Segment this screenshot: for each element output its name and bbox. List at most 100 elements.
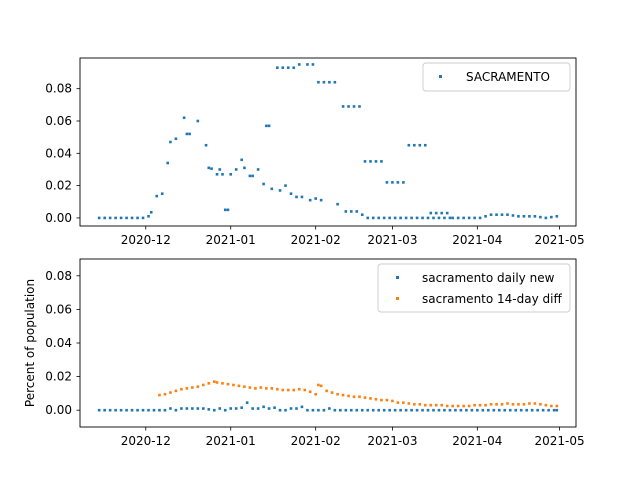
- data-point-sacramento-14-day-diff: [232, 383, 235, 387]
- data-point-sacramento-14-day-diff: [221, 382, 224, 385]
- data-point-sacramento-14-day-diff: [522, 403, 526, 406]
- data-point-sacramento-14-day-diff: [330, 391, 334, 394]
- data-point-sacramento: [276, 66, 279, 69]
- data-point-sacramento-daily-new: [339, 408, 342, 412]
- data-point-sacramento: [344, 210, 348, 213]
- data-point-sacramento-14-day-diff: [292, 388, 296, 392]
- data-point-sacramento: [363, 160, 367, 163]
- data-point-sacramento: [226, 208, 230, 212]
- data-point-sacramento: [429, 211, 433, 215]
- data-point-sacramento: [495, 213, 498, 216]
- y-tick-label: 0.04: [45, 336, 72, 350]
- data-point-sacramento-daily-new: [525, 408, 528, 412]
- data-point-sacramento: [440, 211, 444, 215]
- data-point-sacramento-14-day-diff: [325, 389, 328, 393]
- data-point-sacramento-14-day-diff: [319, 384, 323, 388]
- bottom-axes-frame: [79, 258, 577, 428]
- data-point-sacramento-daily-new: [218, 407, 222, 410]
- data-point-sacramento: [366, 216, 370, 220]
- data-point-sacramento: [426, 216, 430, 220]
- data-point-sacramento-14-day-diff: [429, 403, 433, 407]
- data-point-sacramento: [262, 182, 265, 186]
- data-point-sacramento: [506, 213, 509, 216]
- data-point-sacramento-14-day-diff: [317, 383, 320, 387]
- data-point-sacramento-14-day-diff: [191, 386, 194, 389]
- data-point-sacramento: [297, 63, 301, 66]
- x-tick-label: 2021-04: [452, 434, 502, 448]
- data-point-sacramento-daily-new: [191, 407, 194, 410]
- data-point-sacramento-14-day-diff: [495, 403, 498, 406]
- data-point-sacramento-daily-new: [267, 407, 271, 410]
- x-tick-label: 2021-03: [367, 434, 417, 448]
- data-point-sacramento-daily-new: [289, 407, 293, 410]
- data-point-sacramento-daily-new: [295, 407, 298, 410]
- data-point-sacramento-daily-new: [470, 408, 474, 412]
- data-point-sacramento: [240, 158, 243, 162]
- data-point-sacramento: [369, 160, 372, 163]
- data-point-sacramento: [528, 215, 531, 218]
- data-point-sacramento-daily-new: [125, 408, 128, 412]
- data-point-sacramento-daily-new: [371, 408, 375, 412]
- data-point-sacramento-14-day-diff: [445, 404, 449, 408]
- data-point-sacramento-daily-new: [212, 408, 216, 412]
- bottom-points: [97, 380, 559, 412]
- y-tick-label: 0.06: [45, 114, 72, 128]
- x-tick-label: 2021-01: [206, 434, 256, 448]
- data-point-sacramento: [391, 181, 394, 184]
- data-point-sacramento: [166, 161, 169, 165]
- data-point-sacramento: [119, 216, 123, 220]
- data-point-sacramento-daily-new: [300, 405, 304, 409]
- data-point-sacramento: [555, 215, 559, 218]
- data-point-sacramento-14-day-diff: [407, 402, 411, 405]
- bottom-ticks: 2020-12 2021-01 2021-02 2021-03 2021-04 2021-…: [45, 269, 584, 448]
- data-point-sacramento: [125, 216, 128, 220]
- data-point-sacramento: [155, 194, 159, 198]
- data-point-sacramento: [215, 173, 219, 176]
- data-point-sacramento: [182, 116, 186, 120]
- x-tick-label: 2021-02: [291, 434, 341, 448]
- data-point-sacramento-daily-new: [328, 407, 331, 410]
- data-point-sacramento-daily-new: [196, 407, 200, 410]
- data-point-sacramento-14-day-diff: [473, 403, 476, 407]
- top-legend-label-sacramento: SACRAMENTO: [466, 70, 550, 84]
- x-tick-label: 2020-12: [121, 434, 171, 448]
- data-point-sacramento: [114, 216, 117, 220]
- y-tick-label: 0.02: [45, 370, 72, 384]
- data-point-sacramento: [267, 124, 271, 128]
- data-point-sacramento-daily-new: [322, 408, 326, 412]
- data-point-sacramento: [377, 216, 380, 220]
- data-point-sacramento-daily-new: [262, 405, 265, 409]
- data-point-sacramento: [306, 63, 309, 66]
- data-point-sacramento-daily-new: [519, 408, 523, 412]
- data-point-sacramento-daily-new: [136, 408, 139, 412]
- x-tick-label: 2021-05: [534, 434, 584, 448]
- data-point-sacramento: [97, 216, 101, 220]
- data-point-sacramento: [103, 216, 106, 220]
- bottom-y-axis-label: Percent of population: [23, 279, 37, 407]
- data-point-sacramento-14-day-diff: [248, 386, 252, 389]
- data-point-sacramento-daily-new: [432, 408, 435, 412]
- data-point-sacramento-14-day-diff: [163, 392, 167, 396]
- data-point-sacramento: [204, 143, 208, 147]
- data-point-sacramento-daily-new: [552, 408, 556, 412]
- data-point-sacramento-14-day-diff: [478, 403, 482, 407]
- data-point-sacramento: [437, 216, 441, 220]
- data-point-sacramento: [355, 210, 359, 213]
- data-point-sacramento-14-day-diff: [297, 387, 301, 391]
- data-point-sacramento: [352, 105, 356, 108]
- data-point-sacramento-14-day-diff: [265, 387, 268, 390]
- data-point-sacramento: [185, 132, 189, 136]
- data-point-sacramento-14-day-diff: [456, 404, 460, 408]
- data-point-sacramento-daily-new: [273, 406, 276, 409]
- data-point-sacramento-daily-new: [207, 408, 211, 411]
- data-point-sacramento: [218, 168, 222, 171]
- data-point-sacramento-14-day-diff: [434, 403, 438, 407]
- data-point-sacramento-14-day-diff: [276, 387, 279, 391]
- data-point-sacramento: [251, 174, 254, 178]
- data-point-sacramento: [286, 66, 290, 69]
- data-point-sacramento: [223, 208, 227, 212]
- data-point-sacramento-daily-new: [404, 408, 408, 412]
- data-point-sacramento-daily-new: [284, 408, 287, 412]
- data-point-sacramento-14-day-diff: [396, 401, 400, 404]
